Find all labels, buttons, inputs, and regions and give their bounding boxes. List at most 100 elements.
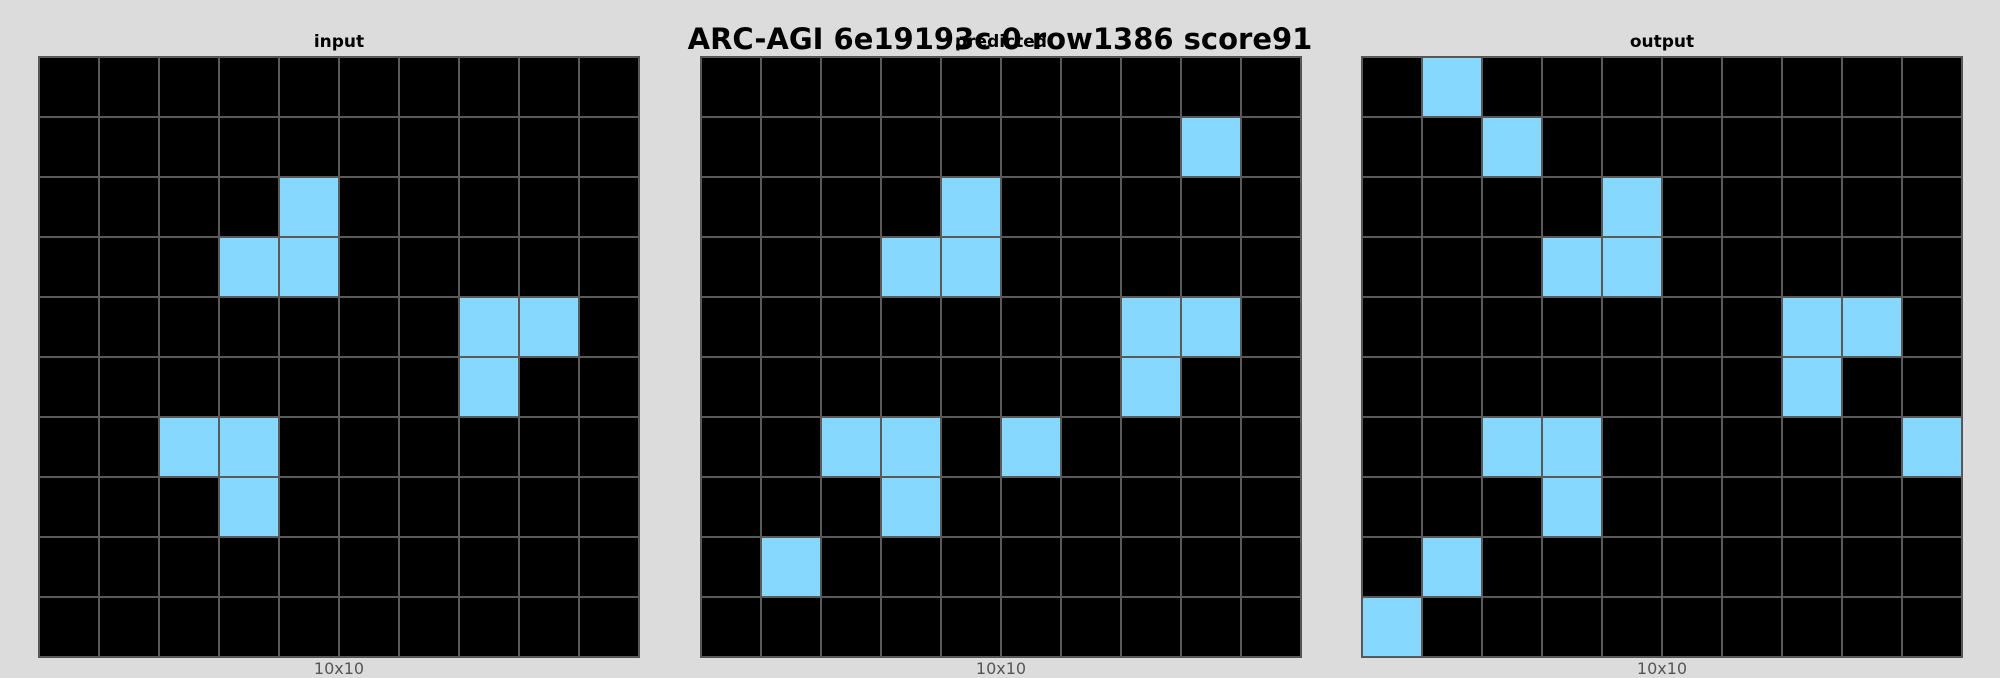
grid-cell-empty: [1241, 57, 1301, 117]
grid-cell-empty: [99, 417, 159, 477]
grid-cell-empty: [159, 537, 219, 597]
grid-cell-empty: [1662, 477, 1722, 537]
grid-cell-empty: [821, 237, 881, 297]
grid-cell-empty: [1782, 177, 1842, 237]
grid-cell-filled: [1362, 597, 1422, 657]
grid-cell-empty: [761, 177, 821, 237]
grid-cell-empty: [941, 537, 1001, 597]
grid-cell-empty: [701, 297, 761, 357]
grid-cell-empty: [821, 57, 881, 117]
grid-cell-empty: [219, 357, 279, 417]
grid-cell-empty: [1482, 297, 1542, 357]
grid-cell-empty: [701, 177, 761, 237]
grid-cell-filled: [761, 537, 821, 597]
grid-cell-empty: [1061, 597, 1121, 657]
grid-cell-empty: [579, 297, 639, 357]
grid-cell-empty: [339, 537, 399, 597]
grid-cell-empty: [1842, 117, 1902, 177]
grid-cell-empty: [39, 477, 99, 537]
grid-cell-empty: [399, 537, 459, 597]
grid-cell-empty: [1662, 417, 1722, 477]
grid-cell-empty: [1121, 117, 1181, 177]
grid-cell-empty: [279, 537, 339, 597]
grid-cell-filled: [519, 297, 579, 357]
grid-cell-filled: [279, 237, 339, 297]
grid-cell-empty: [1842, 417, 1902, 477]
grid-cell-empty: [1362, 237, 1422, 297]
grid-cell-empty: [1362, 477, 1422, 537]
grid-cell-empty: [1482, 597, 1542, 657]
grid-cell-empty: [39, 537, 99, 597]
grid-cell-empty: [99, 357, 159, 417]
grid-cell-filled: [1782, 357, 1842, 417]
grid-cell-empty: [1482, 477, 1542, 537]
grid-cell-empty: [1422, 237, 1482, 297]
grid-cell-empty: [339, 297, 399, 357]
grid-cell-empty: [1722, 177, 1782, 237]
grid-cell-empty: [1542, 597, 1602, 657]
grid-cell-empty: [1362, 57, 1422, 117]
grid-cell-filled: [1422, 537, 1482, 597]
grid-cell-empty: [159, 477, 219, 537]
grid-cell-empty: [219, 177, 279, 237]
grid-cell-empty: [279, 57, 339, 117]
grid-cell-empty: [339, 237, 399, 297]
grid-cell-empty: [459, 597, 519, 657]
grid-cell-empty: [1001, 237, 1061, 297]
grid-cell-empty: [1722, 237, 1782, 297]
grid-cell-filled: [1902, 417, 1962, 477]
predicted-grid: [701, 57, 1301, 657]
grid-cell-empty: [1241, 117, 1301, 177]
grid-cell-empty: [459, 477, 519, 537]
grid-cell-empty: [459, 57, 519, 117]
grid-cell-empty: [99, 537, 159, 597]
grid-cell-empty: [1121, 57, 1181, 117]
grid-cell-empty: [1241, 357, 1301, 417]
grid-cell-empty: [821, 477, 881, 537]
grid-cell-empty: [1842, 597, 1902, 657]
grid-cell-empty: [1902, 597, 1962, 657]
grid-cell-empty: [1602, 297, 1662, 357]
grid-cell-empty: [39, 417, 99, 477]
grid-cell-empty: [1241, 417, 1301, 477]
grid-cell-filled: [1602, 177, 1662, 237]
grid-cell-empty: [459, 237, 519, 297]
grid-cell-empty: [1902, 537, 1962, 597]
grid-cell-empty: [579, 57, 639, 117]
grid-cell-empty: [1001, 597, 1061, 657]
grid-cell-empty: [1061, 237, 1121, 297]
grid-cell-empty: [39, 357, 99, 417]
grid-cell-empty: [1902, 297, 1962, 357]
grid-cell-empty: [579, 357, 639, 417]
grid-cell-filled: [1482, 117, 1542, 177]
grid-cell-filled: [279, 177, 339, 237]
grid-cell-empty: [701, 237, 761, 297]
grid-cell-empty: [821, 297, 881, 357]
grid-cell-empty: [1362, 117, 1422, 177]
grid-cell-empty: [1722, 417, 1782, 477]
panel-title-predicted: predicted: [955, 32, 1047, 52]
grid-cell-empty: [1722, 117, 1782, 177]
grid-cell-empty: [1482, 177, 1542, 237]
grid-cell-empty: [881, 537, 941, 597]
grid-cell-empty: [399, 417, 459, 477]
grid-cell-empty: [1001, 117, 1061, 177]
grid-cell-filled: [1001, 417, 1061, 477]
grid-cell-empty: [701, 57, 761, 117]
grid-cell-empty: [1542, 177, 1602, 237]
grid-cell-filled: [881, 417, 941, 477]
grid-cell-empty: [1181, 477, 1241, 537]
grid-cell-empty: [579, 417, 639, 477]
grid-cell-empty: [1422, 417, 1482, 477]
grid-cell-empty: [1121, 477, 1181, 537]
grid-cell-empty: [881, 357, 941, 417]
grid-cell-empty: [1662, 237, 1722, 297]
grid-cell-empty: [39, 597, 99, 657]
grid-cell-filled: [219, 237, 279, 297]
grid-cell-filled: [1782, 297, 1842, 357]
grid-cell-empty: [1482, 357, 1542, 417]
grid-cell-filled: [219, 477, 279, 537]
grid-cell-empty: [1602, 477, 1662, 537]
grid-cell-empty: [1902, 357, 1962, 417]
grid-cell-empty: [39, 297, 99, 357]
